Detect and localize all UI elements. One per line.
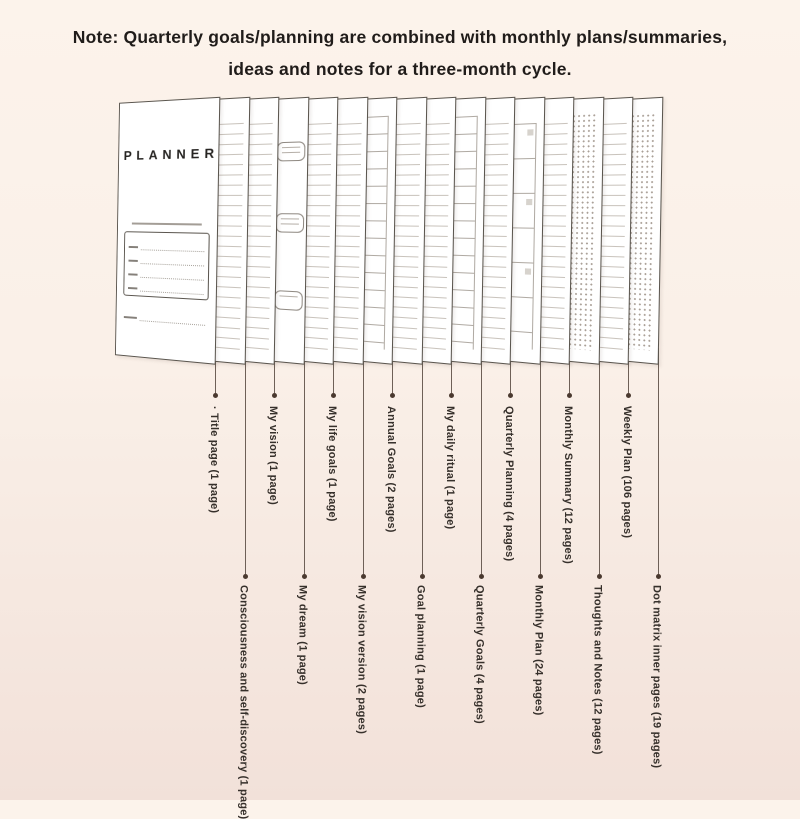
callout-label-dot-matrix: Dot matrix inner pages (19 pages) [650,585,663,769]
callout-dot [419,574,425,579]
callout-label-annual-goals: Annual Goals (2 pages) [385,406,397,533]
cover-caption-line [132,222,202,226]
callout-label-quarterly-planning: Quarterly Planning (4 pages) [503,406,515,562]
note-line-2: ideas and notes for a three-month cycle. [228,59,572,79]
callout-line [569,348,570,393]
callout-line [333,348,334,393]
callout-dot [360,574,366,579]
callout-line [392,348,393,393]
mindmap-bubble [275,213,304,233]
callout-line [510,348,511,393]
planner-contents-infographic: Note: Quarterly goals/planning are combi… [0,21,800,819]
callout-dot [272,393,277,398]
callout-label-consciousness: Consciousness and self-discovery (1 page… [237,585,250,819]
callout-line [303,348,305,574]
callout-line [244,348,246,574]
callout-label-monthly-summary: Monthly Summary (12 pages) [562,406,574,565]
callout-label-my-vision-version: My vision version (2 pages) [355,585,368,735]
callout-line [421,348,423,574]
callout-dot [390,393,395,398]
callout-dot [655,574,661,579]
page-title-cover: PLANNER [114,96,221,365]
mindmap-bubble [273,290,303,312]
callout-label-my-vision: My vision (1 page) [267,406,279,505]
callout-label-my-life-goals: My life goals (1 page) [326,406,338,522]
callout-dot [478,574,484,579]
callout-dot [596,574,602,579]
callout-line [657,348,659,574]
callout-line [628,348,629,393]
callout-dot [567,393,572,398]
callout-line [274,348,275,393]
callout-dot [213,393,218,398]
callout-dot [301,574,307,579]
callout-line [480,348,482,574]
callout-line [451,348,452,393]
callout-label-weekly-plan: Weekly Plan (106 pages) [621,406,633,539]
callout-label-goal-planning: Goal planning (1 page) [414,585,427,708]
callout-dot [626,393,631,398]
note-line-1: Note: Quarterly goals/planning are combi… [72,27,728,47]
cover-owner-form [123,231,210,301]
cover-form-row [128,276,204,296]
callout-label-title-page: · Title page (1 page) [208,406,220,514]
callout-dot [331,393,336,398]
callout-dot [537,574,543,579]
mindmap-bubble [276,141,305,162]
callout-line [362,348,364,574]
callout-label-my-daily-ritual: My daily ritual (1 page) [444,406,456,530]
callout-label-quarterly-goals: Quarterly Goals (4 pages) [473,585,486,724]
callout-label-thoughts-and-notes: Thoughts and Notes (12 pages) [591,585,604,755]
callout-line [215,348,216,393]
note-text: Note: Quarterly goals/planning are combi… [0,21,800,85]
callout-line [598,348,600,574]
cover-extra-row [123,310,206,326]
callout-dot [242,574,248,579]
callout-dot [508,393,513,398]
callout-label-my-dream: My dream (1 page) [296,585,309,685]
callout-line [539,348,541,574]
callout-dot [449,393,454,398]
callout-label-monthly-plan: Monthly Plan (24 pages) [532,585,545,716]
cover-title: PLANNER [123,145,220,163]
